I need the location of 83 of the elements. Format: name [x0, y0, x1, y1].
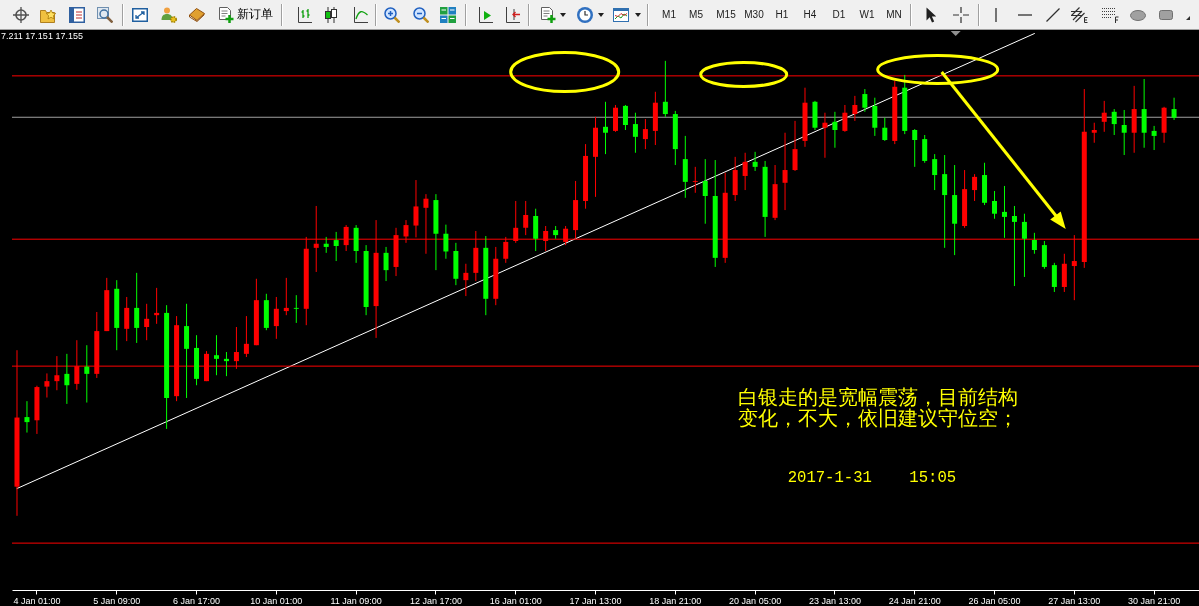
- candlestick: [882, 117, 888, 142]
- candlestick: [612, 104, 618, 133]
- candlestick: [1121, 109, 1127, 156]
- candlestick: [523, 200, 529, 236]
- candlestick: [992, 190, 998, 220]
- candlestick: [124, 296, 130, 342]
- x-tick-label: 26 Jan 05:00: [968, 595, 1021, 606]
- x-tick-label: 27 Jan 13:00: [1048, 595, 1101, 606]
- candlestick: [1031, 232, 1037, 255]
- candlestick: [1171, 97, 1177, 121]
- text: 7.211 17.151 17.155: [1, 31, 83, 41]
- candlestick: [792, 120, 798, 172]
- candlestick: [283, 277, 289, 316]
- candlestick: [1041, 240, 1047, 270]
- x-tick-label: 5 Jan 09:00: [93, 595, 141, 606]
- candlestick: [223, 351, 229, 377]
- candlestick: [742, 152, 748, 191]
- candlestick: [912, 128, 918, 168]
- candlestick: [662, 60, 668, 118]
- x-tick-label: 12 Jan 17:00: [409, 595, 462, 606]
- candlestick: [1001, 185, 1007, 239]
- candlestick: [144, 303, 150, 341]
- candlestick: [942, 154, 948, 249]
- toolbar: 新订单 M1 M5 M15 M30 H1 H4 D1 W1 MN: [0, 0, 1199, 30]
- candlestick: [273, 296, 279, 340]
- candlestick: [1061, 253, 1067, 293]
- x-tick-label: 4 Jan 01:00: [13, 595, 61, 606]
- candlestick: [413, 179, 419, 238]
- candlestick: [642, 118, 648, 150]
- candlestick: [932, 153, 938, 191]
- x-tick-label: 17 Jan 13:00: [569, 595, 622, 606]
- x-tick-label: 20 Jan 05:00: [729, 595, 782, 606]
- candlestick: [533, 208, 539, 252]
- x-tick-label: 18 Jan 21:00: [649, 595, 702, 606]
- x-tick-label: 16 Jan 01:00: [489, 595, 542, 606]
- candlestick: [1091, 122, 1097, 144]
- annotation: 2017-1-31 15:05: [787, 469, 957, 487]
- candlestick: [443, 224, 449, 260]
- candlestick: [922, 134, 928, 164]
- candlestick: [822, 112, 828, 159]
- candlestick: [682, 135, 688, 199]
- candlestick: [1101, 100, 1107, 133]
- candlestick: [852, 95, 858, 122]
- candlestick: [134, 272, 140, 344]
- candlestick: [603, 101, 608, 155]
- candlestick: [1151, 125, 1157, 151]
- candlestick: [832, 111, 838, 149]
- candlestick: [64, 353, 70, 405]
- candlestick: [1051, 262, 1057, 293]
- candlestick: [1141, 78, 1147, 149]
- candlestick: [293, 294, 299, 324]
- candlestick: [692, 166, 698, 194]
- candlestick: [243, 315, 249, 358]
- candlestick: [184, 303, 190, 399]
- candlestick: [972, 173, 978, 202]
- annotation: 白银走的是宽幅震荡，目前结构变化，不大，依旧建议守位空；: [737, 386, 1019, 429]
- candlestick: [24, 400, 30, 434]
- candlestick: [1021, 213, 1027, 278]
- x-tick-label: 10 Jan 01:00: [250, 595, 303, 606]
- x-tick-label: 11 Jan 09:00: [330, 595, 382, 606]
- candlestick: [353, 224, 359, 264]
- candlestick: [872, 97, 878, 137]
- candlestick: [622, 104, 628, 131]
- candlestick: [333, 231, 339, 262]
- candlestick: [154, 287, 160, 325]
- candlestick: [752, 151, 758, 172]
- x-tick-label: 24 Jan 21:00: [888, 595, 941, 606]
- x-tick-label: 6 Jan 17:00: [173, 595, 221, 606]
- candlestick: [463, 263, 469, 297]
- candlestick: [632, 112, 638, 154]
- candlestick: [44, 372, 50, 399]
- x-tick-label: 30 Jan 21:00: [1128, 595, 1181, 606]
- x-tick-label: 23 Jan 13:00: [808, 595, 861, 606]
- candlestick: [213, 334, 219, 376]
- candlestick: [702, 158, 708, 225]
- candlestick: [383, 246, 389, 282]
- candlestick: [1111, 108, 1117, 136]
- candlestick: [1011, 205, 1017, 287]
- candlestick: [782, 132, 788, 211]
- candlestick: [862, 88, 868, 113]
- candlestick: [84, 344, 90, 404]
- candlestick: [842, 104, 848, 133]
- candlestick: [1131, 85, 1137, 154]
